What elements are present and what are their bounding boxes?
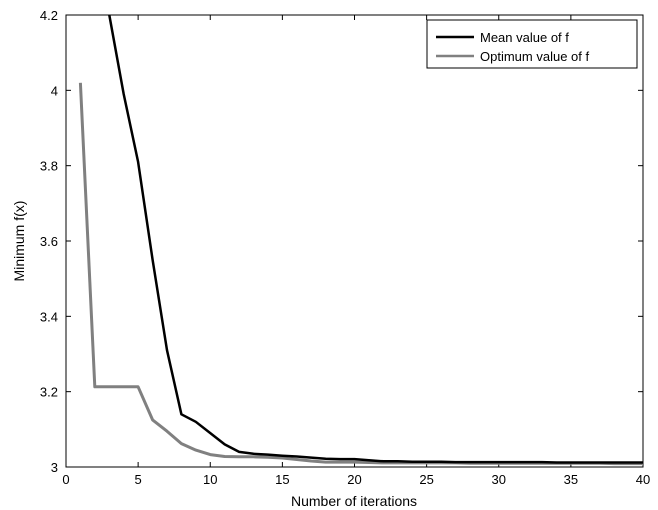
x-tick-label: 25 — [419, 472, 433, 487]
y-tick-label: 4.2 — [40, 8, 58, 23]
x-axis: 0 5 10 15 20 25 30 35 40 — [62, 15, 650, 487]
x-tick-label: 20 — [347, 472, 361, 487]
plot-area — [65, 14, 644, 468]
x-tick-label: 40 — [636, 472, 650, 487]
legend-box — [426, 19, 638, 69]
y-axis: 3 3.2 3.4 3.6 3.8 4 4.2 — [40, 8, 643, 475]
y-tick-label: 3 — [51, 460, 58, 475]
x-axis-title: Number of iterations — [291, 493, 417, 509]
y-tick-label: 3.8 — [40, 159, 58, 174]
legend-label-mean: Mean value of f — [480, 30, 569, 45]
x-tick-label: 15 — [275, 472, 289, 487]
x-tick-label: 10 — [203, 472, 217, 487]
series-group — [78, 15, 643, 466]
x-tick-label: 0 — [62, 472, 69, 487]
y-tick-label: 3.2 — [40, 385, 58, 400]
legend-label-optimum: Optimum value of f — [480, 49, 589, 64]
y-tick-label: 4 — [51, 83, 58, 98]
series-line-mean — [107, 15, 643, 464]
y-tick-label: 3.6 — [40, 234, 58, 249]
y-axis-title: Minimum f(x) — [11, 201, 27, 282]
legend: Mean value of f Optimum value of f — [426, 19, 638, 69]
x-tick-label: 5 — [135, 472, 142, 487]
x-tick-label: 30 — [492, 472, 506, 487]
y-tick-label: 3.4 — [40, 309, 58, 324]
x-tick-label: 35 — [564, 472, 578, 487]
